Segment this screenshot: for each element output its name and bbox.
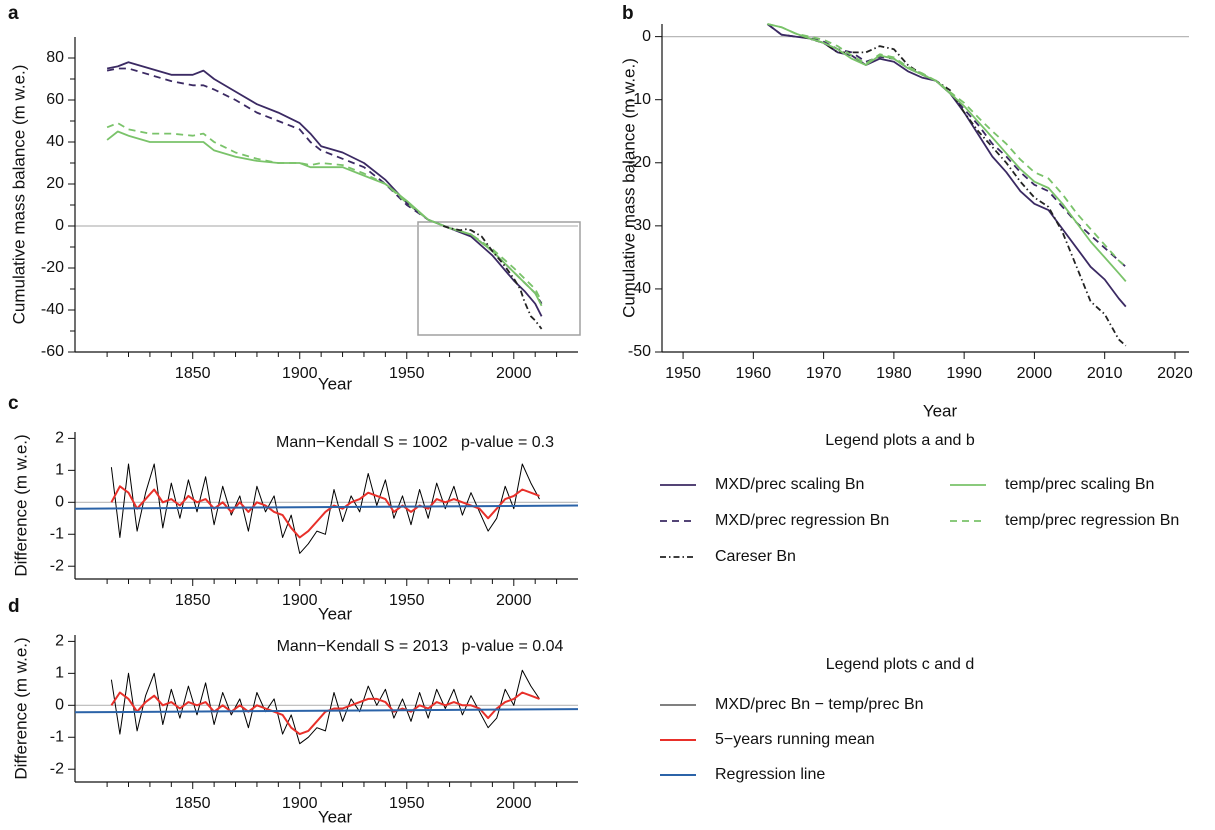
y-tick-label: 0 [55, 697, 64, 714]
zoom-box [417, 221, 581, 336]
x-tick-label: 1950 [665, 365, 701, 382]
x-tick-label: 1850 [175, 795, 211, 812]
x-tick-label: 2000 [1017, 365, 1053, 382]
x-tick-label: 1980 [876, 365, 912, 382]
y-tick-label: 80 [46, 49, 64, 66]
x-tick-label: 2000 [496, 365, 532, 382]
annotation: Mann−Kendall S = 1002 p-value = 0.3 [276, 434, 554, 451]
x-tick-label: 1850 [175, 365, 211, 382]
y-axis-label: Difference (m w.e.) [11, 637, 30, 779]
y-tick-label: -30 [628, 217, 651, 234]
panel-label: c [8, 393, 19, 414]
annotation: Mann−Kendall S = 2013 p-value = 0.04 [277, 638, 564, 655]
y-tick-label: -2 [50, 557, 64, 574]
legend-label: MXD/prec regression Bn [715, 512, 889, 529]
series-line [106, 67, 543, 305]
x-tick-label: 1850 [175, 592, 211, 609]
y-tick-label: -60 [41, 343, 64, 360]
x-tick-label: 2020 [1157, 365, 1193, 382]
series-line [106, 122, 543, 303]
y-tick-label: 2 [55, 430, 64, 447]
legend-label: temp/prec scaling Bn [1005, 476, 1154, 493]
series-line [802, 35, 1127, 347]
x-tick-label: 1990 [946, 365, 982, 382]
series-line [110, 463, 540, 554]
y-tick-label: -20 [628, 154, 651, 171]
series-line [766, 23, 1127, 268]
x-axis-label: Year [318, 604, 353, 623]
y-tick-label: -2 [50, 760, 64, 777]
y-tick-label: 0 [55, 217, 64, 234]
panel-label: d [8, 596, 20, 617]
series-line [767, 23, 1127, 282]
legend-label: Regression line [715, 766, 825, 783]
legend-label: Careser Bn [715, 548, 796, 565]
series-line [106, 61, 543, 317]
series-line [110, 485, 540, 539]
series-line [106, 130, 543, 307]
y-axis-label: Cumulative mass balance (m w.e.) [9, 65, 28, 325]
legend-label: MXD/prec scaling Bn [715, 476, 864, 493]
y-tick-label: 2 [55, 633, 64, 650]
legend-title: Legend plots c and d [826, 656, 975, 673]
series-line [766, 23, 1127, 308]
x-tick-label: 1960 [736, 365, 772, 382]
x-tick-label: 2010 [1087, 365, 1123, 382]
x-tick-label: 1900 [282, 365, 318, 382]
y-tick-label: -40 [41, 301, 64, 318]
series-line [74, 504, 579, 510]
y-tick-label: -50 [628, 343, 651, 360]
series-line [767, 23, 1127, 268]
y-tick-label: 60 [46, 91, 64, 108]
legend-label: temp/prec regression Bn [1005, 512, 1179, 529]
x-axis-label: Year [318, 374, 353, 393]
x-tick-label: 1950 [389, 592, 425, 609]
y-tick-label: 40 [46, 133, 64, 150]
panel-label: a [8, 3, 19, 24]
x-axis-label: Year [923, 401, 958, 420]
series-line [110, 691, 540, 736]
legend-label: 5−years running mean [715, 731, 875, 748]
x-tick-label: 1950 [389, 795, 425, 812]
x-tick-label: 2000 [496, 795, 532, 812]
x-tick-label: 1900 [282, 795, 318, 812]
y-tick-label: 1 [55, 665, 64, 682]
y-tick-label: 1 [55, 462, 64, 479]
y-tick-label: -1 [50, 525, 64, 542]
y-axis-label: Difference (m w.e.) [11, 434, 30, 576]
y-axis-label: Cumulative mass balance (m w.e.) [619, 58, 638, 318]
y-tick-label: 20 [46, 175, 64, 192]
y-tick-label: -10 [628, 91, 651, 108]
y-tick-label: 0 [55, 494, 64, 511]
series-line [74, 708, 579, 714]
x-tick-label: 1970 [806, 365, 842, 382]
legend-label: MXD/prec Bn − temp/prec Bn [715, 696, 924, 713]
y-tick-label: -40 [628, 280, 651, 297]
series-line [442, 225, 543, 330]
y-tick-label: -20 [41, 259, 64, 276]
x-tick-label: 1950 [389, 365, 425, 382]
x-axis-label: Year [318, 807, 353, 826]
panel-label: b [622, 3, 634, 24]
x-tick-label: 2000 [496, 592, 532, 609]
y-tick-label: -1 [50, 728, 64, 745]
y-tick-label: 0 [642, 28, 651, 45]
legend-title: Legend plots a and b [825, 432, 975, 449]
x-tick-label: 1900 [282, 592, 318, 609]
